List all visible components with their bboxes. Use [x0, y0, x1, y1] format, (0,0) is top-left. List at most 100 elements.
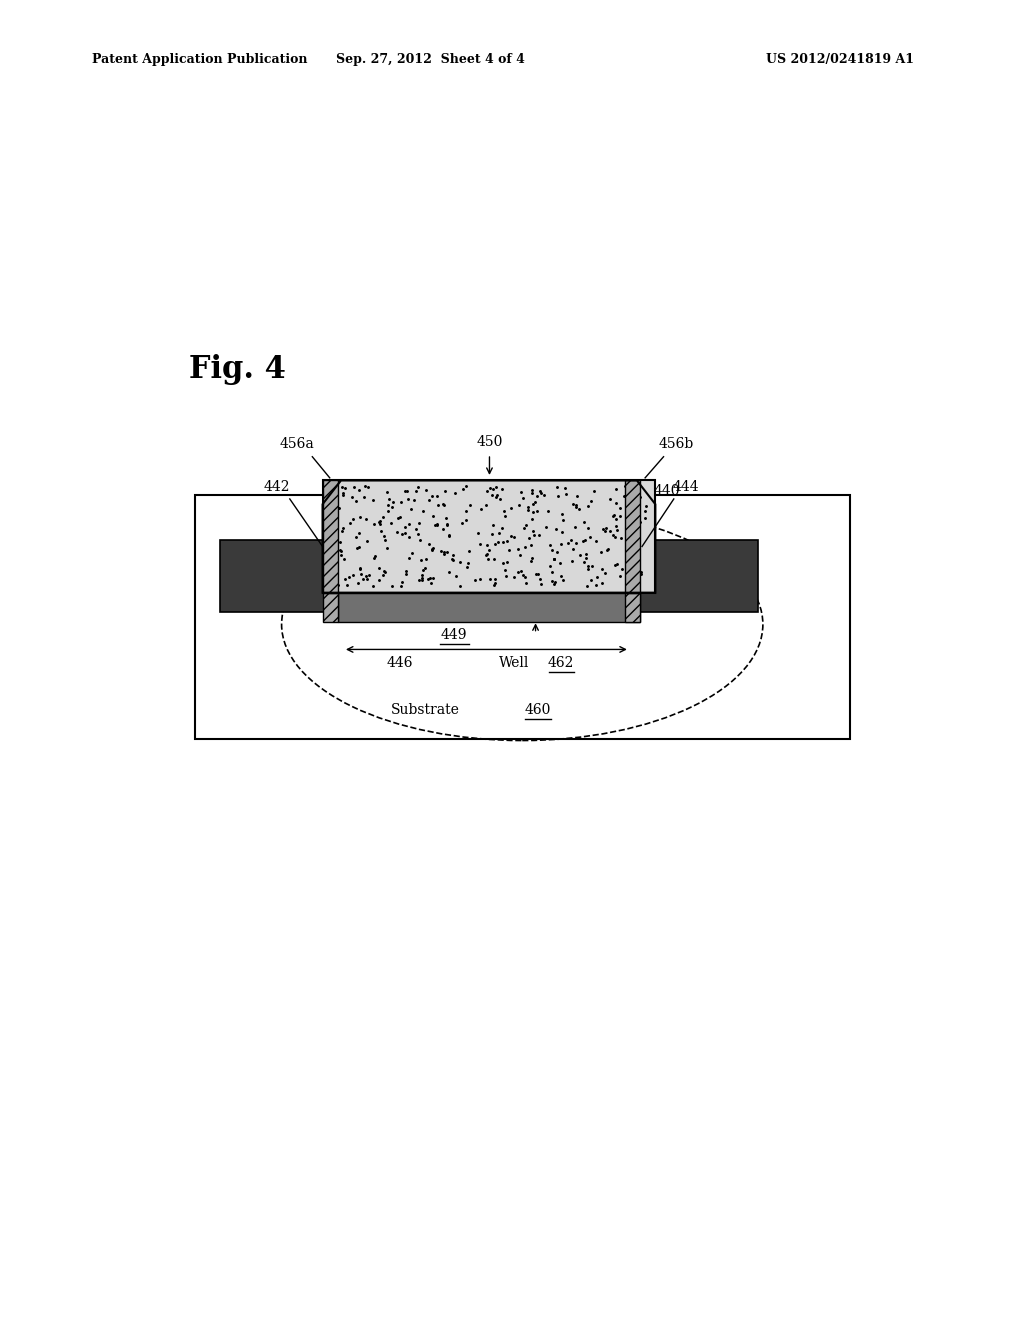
Point	[384, 496, 400, 517]
Point	[424, 486, 440, 507]
Point	[401, 513, 418, 535]
Point	[549, 477, 565, 498]
Point	[344, 508, 360, 529]
Point	[554, 521, 570, 543]
Point	[580, 558, 596, 579]
Point	[532, 569, 549, 590]
Point	[331, 498, 347, 519]
Point	[596, 520, 612, 541]
Point	[344, 487, 360, 508]
Point	[351, 507, 368, 528]
Point	[371, 512, 387, 533]
Point	[359, 531, 376, 552]
Point	[550, 486, 566, 507]
Point	[438, 513, 455, 535]
Point	[557, 477, 573, 498]
Point	[558, 483, 574, 504]
Point	[602, 520, 618, 541]
Point	[423, 539, 439, 560]
Point	[332, 539, 348, 560]
Point	[335, 482, 351, 503]
Point	[430, 494, 446, 515]
Point	[460, 552, 476, 573]
Point	[425, 568, 441, 589]
Point	[415, 500, 431, 521]
Point	[512, 544, 528, 565]
Point	[366, 513, 382, 535]
Point	[518, 515, 535, 536]
Point	[613, 528, 630, 549]
Point	[586, 480, 602, 502]
Point	[479, 480, 496, 502]
Point	[593, 541, 609, 562]
Text: 442: 442	[263, 479, 290, 494]
Point	[632, 511, 648, 532]
Point	[544, 570, 560, 591]
Point	[499, 552, 515, 573]
Point	[517, 566, 534, 587]
Point	[580, 517, 596, 539]
Point	[472, 569, 488, 590]
Point	[486, 573, 503, 594]
Point	[350, 480, 367, 502]
Point	[517, 573, 534, 594]
Point	[580, 576, 596, 597]
Point	[400, 488, 417, 510]
Point	[434, 494, 451, 515]
Point	[388, 521, 404, 543]
Point	[605, 524, 622, 545]
Point	[400, 527, 417, 548]
Point	[625, 487, 641, 508]
Polygon shape	[323, 593, 338, 622]
Point	[540, 500, 556, 521]
Point	[631, 566, 647, 587]
Point	[333, 541, 349, 562]
Point	[553, 533, 569, 554]
Point	[529, 562, 546, 583]
Point	[414, 570, 430, 591]
Text: Substrate: Substrate	[390, 704, 460, 717]
Point	[499, 565, 515, 586]
Point	[493, 488, 509, 510]
Bar	[640, 540, 758, 612]
Point	[513, 482, 529, 503]
Point	[371, 570, 387, 591]
Text: Well: Well	[499, 656, 529, 669]
Bar	[195, 495, 850, 739]
Point	[595, 519, 611, 540]
Point	[611, 565, 628, 586]
Point	[496, 500, 512, 521]
Text: 444: 444	[673, 479, 699, 494]
Point	[607, 478, 624, 499]
Point	[637, 507, 653, 528]
Point	[583, 491, 599, 512]
Point	[600, 539, 616, 560]
Point	[598, 517, 614, 539]
Point	[377, 529, 393, 550]
Point	[572, 544, 589, 565]
Point	[481, 540, 498, 561]
Polygon shape	[625, 593, 640, 622]
Point	[633, 564, 649, 585]
Point	[406, 490, 422, 511]
Text: 446: 446	[386, 656, 413, 669]
Point	[403, 543, 420, 564]
Point	[481, 478, 498, 499]
Point	[495, 552, 511, 573]
Point	[546, 548, 562, 569]
Point	[495, 531, 511, 552]
Point	[486, 548, 503, 569]
Point	[631, 560, 647, 581]
Point	[542, 535, 558, 556]
Point	[411, 569, 427, 590]
Point	[339, 574, 355, 595]
Point	[353, 564, 370, 585]
Point	[523, 508, 540, 529]
Point	[393, 523, 410, 544]
Point	[622, 562, 638, 583]
Point	[435, 541, 452, 562]
Point	[350, 523, 367, 544]
Point	[439, 541, 456, 562]
Point	[411, 512, 427, 533]
Point	[444, 549, 461, 570]
